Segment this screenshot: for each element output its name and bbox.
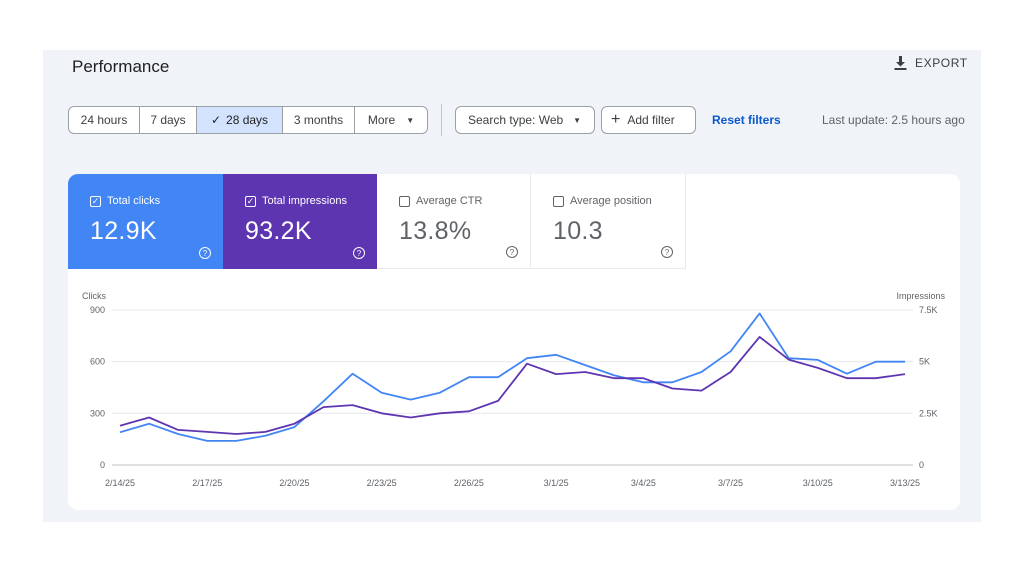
metric-card-total-impressions[interactable]: ✓ Total impressions 93.2K ? [223,174,377,269]
reset-filters-link[interactable]: Reset filters [712,113,781,127]
y-tick-label-left: 300 [90,408,105,418]
right-axis-label: Impressions [896,291,945,301]
x-tick-label: 3/7/25 [718,478,743,488]
performance-card: ✓ Total clicks 12.9K ? ✓ Total impressions… [68,174,960,510]
date-option-28-days[interactable]: ✓ 28 days [197,107,283,133]
y-tick-label-right: 2.5K [919,408,938,418]
check-icon: ✓ [210,113,222,127]
chevron-down-icon: ▼ [406,115,415,125]
x-tick-label: 2/26/25 [454,478,484,488]
x-tick-label: 3/4/25 [631,478,656,488]
x-tick-label: 3/10/25 [803,478,833,488]
y-tick-label-left: 900 [90,305,105,315]
checkbox-checked-icon[interactable]: ✓ [245,195,256,207]
performance-line-chart: Clicks Impressions 0 0 300 2.5K 600 5K 900 7.5K… [82,291,946,488]
checkbox-unchecked-icon[interactable] [553,195,564,207]
date-option-3-months[interactable]: 3 months [283,107,355,133]
left-axis-label: Clicks [82,291,106,301]
metric-value: 12.9K [90,217,157,245]
chevron-down-icon: ▼ [573,115,582,125]
date-option-24-hours[interactable]: 24 hours [69,107,140,133]
date-option-7-days[interactable]: 7 days [140,107,197,133]
export-button[interactable]: EXPORT [894,56,968,70]
page-title: Performance [72,57,170,76]
metric-card-average-position[interactable]: Average position 10.3 ? [531,174,686,269]
x-tick-label: 2/23/25 [367,478,397,488]
y-tick-label-right: 0 [919,460,924,470]
y-tick-label-right: 7.5K [919,305,938,315]
x-tick-label: 3/13/25 [890,478,920,488]
date-range-selector: 24 hours 7 days ✓ 28 days 3 months More … [68,106,428,134]
series-line-clicks [119,312,905,442]
metric-card-average-ctr[interactable]: Average CTR 13.8% ? [377,174,531,269]
plus-icon: + [611,111,621,128]
y-tick-label-left: 0 [100,460,105,470]
add-filter-button[interactable]: + Add filter [601,106,696,134]
x-tick-label: 2/14/25 [105,478,135,488]
last-update-text: Last update: 2.5 hours ago [822,113,965,127]
metric-card-total-clicks[interactable]: ✓ Total clicks 12.9K ? [68,174,223,269]
help-icon[interactable]: ? [199,247,211,259]
checkbox-checked-icon[interactable]: ✓ [90,195,101,207]
y-tick-label-right: 5K [919,357,930,367]
metric-value: 93.2K [245,217,312,245]
search-type-dropdown[interactable]: Search type: Web ▼ [455,106,595,134]
metric-value: 10.3 [553,217,603,245]
x-tick-label: 2/20/25 [279,478,309,488]
x-tick-label: 2/17/25 [192,478,222,488]
help-icon[interactable]: ? [506,246,518,258]
y-tick-label-left: 600 [90,357,105,367]
download-icon [894,56,907,70]
x-tick-label: 3/1/25 [544,478,569,488]
help-icon[interactable]: ? [661,246,673,258]
checkbox-unchecked-icon[interactable] [399,195,410,207]
metric-value: 13.8% [399,217,472,245]
date-option-more[interactable]: More ▼ [367,113,415,127]
toolbar-divider [441,104,442,136]
series-line-impressions [119,335,906,435]
help-icon[interactable]: ? [353,247,365,259]
export-label: EXPORT [915,56,968,70]
